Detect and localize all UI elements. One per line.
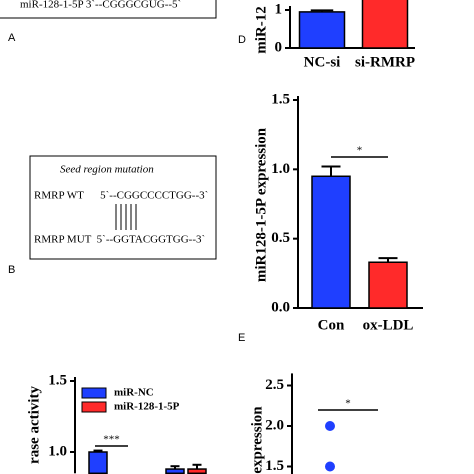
y-tick-label: 0 — [275, 39, 283, 55]
bar — [187, 468, 207, 474]
bar — [165, 468, 185, 474]
legend-swatch — [81, 401, 107, 413]
annotation: * — [345, 398, 351, 410]
panel-a-box — [0, 0, 217, 19]
bar — [361, 0, 409, 49]
panel-a-sequence: miR-128-1-5P 3`--CGGGCGUG--5` — [20, 0, 181, 11]
y-axis-label: rase activity — [26, 386, 42, 464]
bar — [298, 11, 346, 49]
y-tick-label: 0.5 — [271, 230, 290, 246]
legend-swatch — [81, 387, 107, 399]
x-tick-label: si-RMRP — [355, 54, 415, 70]
y-axis-label: miR-12 — [253, 6, 269, 54]
panel-label: E — [238, 332, 245, 344]
x-tick-label: Con — [318, 317, 345, 333]
annotation: * — [357, 145, 363, 157]
panel-b-box — [29, 155, 217, 260]
y-axis-label: miR128-1-5P expression — [253, 127, 269, 282]
y-tick-label: 1.0 — [48, 443, 67, 459]
panel-label: A — [8, 32, 16, 44]
point — [325, 461, 335, 472]
bar — [311, 175, 351, 309]
panel-b-wt: RMRP WT 5`--CGGCCCCTGG--3` — [34, 190, 208, 202]
x-tick-label: ox-LDL — [363, 317, 414, 333]
panel-label: B — [8, 264, 15, 276]
panel-label: D — [238, 34, 246, 46]
y-tick-label: 0.0 — [271, 299, 290, 315]
y-tick-label: 2.5 — [265, 377, 284, 393]
y-tick-label: 1.5 — [265, 458, 284, 474]
y-tick-label: 1 — [275, 1, 283, 17]
bar — [88, 451, 108, 474]
pairing-lines — [115, 204, 137, 230]
panel-b-title: Seed region mutation — [60, 164, 154, 176]
bar — [368, 261, 408, 309]
y-axis-label: expression — [249, 406, 265, 474]
legend-label: miR-NC — [114, 387, 154, 399]
y-tick-label: 2.0 — [265, 417, 284, 433]
point — [325, 421, 335, 431]
panel-b-mut: RMRP MUT 5`--GGTACGGTGG--3` — [34, 234, 205, 246]
y-tick-label: 1.0 — [271, 161, 290, 177]
legend-label: miR-128-1-5P — [114, 401, 180, 413]
annotation: *** — [103, 434, 120, 446]
y-tick-label: 1.5 — [48, 372, 67, 388]
x-tick-label: NC-si — [304, 54, 341, 70]
y-tick-label: 1.5 — [271, 91, 290, 107]
